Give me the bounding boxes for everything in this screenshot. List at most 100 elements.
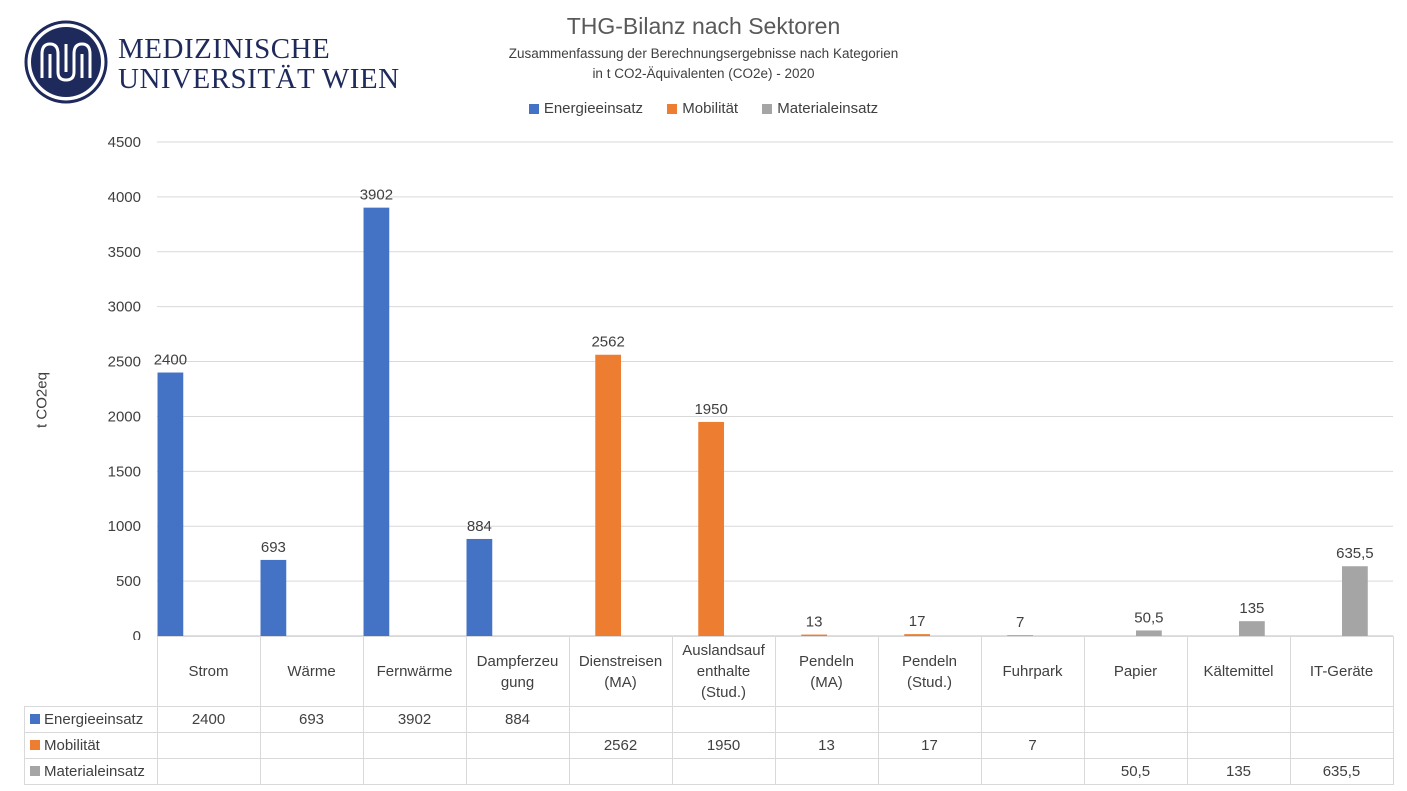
table-cell: [877, 706, 982, 733]
data-label: 2400: [154, 352, 187, 369]
table-row: Mobilität 2562 1950 13 17 7: [24, 732, 1394, 759]
table-cell: 135: [1186, 758, 1291, 785]
series-key-swatch: [30, 714, 40, 724]
y-tick-label: 4500: [108, 134, 141, 151]
table-cell: [980, 706, 1085, 733]
chart-data-table: Strom Wärme Fernwärme Dampferzeu gung Dienstr…: [24, 636, 1394, 785]
table-cell: [774, 706, 879, 733]
table-cell: 1950: [671, 732, 776, 759]
table-row-header: Materialeinsatz: [24, 758, 158, 785]
bar: [363, 207, 390, 637]
table-cell: 693: [259, 706, 364, 733]
table-cell: [568, 706, 673, 733]
data-label: 2562: [591, 334, 624, 351]
table-cell: 635,5: [1289, 758, 1394, 785]
legend-item-energieeinsatz: Energieeinsatz: [528, 100, 644, 117]
table-cell: [568, 758, 673, 785]
legend-item-materialeinsatz: Materialeinsatz: [762, 100, 878, 117]
table-cell: [1186, 732, 1291, 759]
category-label: Auslandsauf enthalte (Stud.): [671, 636, 776, 707]
category-label: Papier: [1083, 636, 1188, 707]
data-label: 3902: [360, 187, 393, 204]
legend-label-mobilitaet: Mobilität: [682, 100, 739, 117]
table-cell: [1083, 732, 1188, 759]
chart-subtitle-line2: in t CO2-Äquivalenten (CO2e) - 2020: [592, 66, 815, 81]
series-key-swatch: [30, 740, 40, 750]
y-tick-label: 0: [133, 628, 141, 640]
table-cell: [877, 758, 982, 785]
bar: [1239, 621, 1265, 636]
table-row-header: Mobilität: [24, 732, 158, 759]
table-cell: [671, 758, 776, 785]
series-key-swatch: [30, 766, 40, 776]
table-cell: 2400: [156, 706, 261, 733]
category-label: IT-Geräte: [1289, 636, 1394, 707]
bar-chart-plot: 0 500 1000 1500 2000 2500 3000 3500 4000 4500 2400…: [108, 134, 1393, 640]
table-cell: [465, 758, 570, 785]
bar: [801, 634, 828, 636]
data-label: 17: [909, 613, 926, 630]
data-label: 1950: [694, 401, 727, 418]
category-header-row: Strom Wärme Fernwärme Dampferzeu gung Dienstr…: [24, 636, 1394, 707]
legend-swatch-mobilitaet: [667, 103, 678, 114]
table-cell: [1289, 706, 1394, 733]
y-tick-label: 2000: [108, 408, 141, 425]
table-corner: [24, 636, 158, 707]
y-tick-label: 4000: [108, 189, 141, 206]
y-tick-label: 1000: [108, 518, 141, 535]
table-cell: 3902: [362, 706, 467, 733]
table-cell: 50,5: [1083, 758, 1188, 785]
table-cell: 13: [774, 732, 879, 759]
logo-text-line2: UNIVERSITÄT WIEN: [118, 63, 400, 95]
table-cell: [1186, 706, 1291, 733]
table-cell: 884: [465, 706, 570, 733]
bar: [698, 421, 725, 636]
legend-swatch-materialeinsatz: [762, 103, 773, 114]
table-cell: [980, 758, 1085, 785]
table-cell: [1289, 732, 1394, 759]
chart-subtitle-line1: Zusammenfassung der Berechnungsergebniss…: [508, 46, 899, 61]
y-tick-label: 2500: [108, 354, 141, 371]
legend-item-mobilitaet: Mobilität: [667, 100, 738, 117]
data-label: 693: [261, 539, 286, 556]
bar: [466, 538, 493, 636]
data-label: 50,5: [1134, 609, 1163, 626]
table-cell: [259, 758, 364, 785]
table-cell: [774, 758, 879, 785]
category-label: Pendeln (MA): [774, 636, 879, 707]
legend-swatch-energieeinsatz: [528, 103, 539, 114]
category-label: Kältemittel: [1186, 636, 1291, 707]
data-label: 13: [806, 614, 823, 631]
bar: [1007, 635, 1034, 636]
bar: [595, 354, 622, 636]
y-tick-label: 500: [116, 573, 141, 590]
table-cell: [156, 732, 261, 759]
bar: [1342, 566, 1368, 636]
table-cell: 17: [877, 732, 982, 759]
category-label: Dampferzeu gung: [465, 636, 570, 707]
data-label: 884: [467, 518, 492, 535]
table-cell: 7: [980, 732, 1085, 759]
bar: [904, 634, 931, 636]
y-tick-label: 1500: [108, 463, 141, 480]
legend-label-energieeinsatz: Energieeinsatz: [543, 100, 644, 117]
table-row-header: Energieeinsatz: [24, 706, 158, 733]
bar: [157, 372, 184, 636]
category-label: Wärme: [259, 636, 364, 707]
table-cell: [362, 758, 467, 785]
table-cell: [465, 732, 570, 759]
y-tick-label: 3000: [108, 299, 141, 316]
table-cell: 2562: [568, 732, 673, 759]
bar: [260, 559, 287, 636]
y-tick-label: 3500: [108, 244, 141, 261]
legend-label-materialeinsatz: Materialeinsatz: [777, 100, 879, 117]
category-label: Pendeln (Stud.): [877, 636, 982, 707]
table-cell: [1083, 706, 1188, 733]
category-label: Fuhrpark: [980, 636, 1085, 707]
logo-text-line1: MEDIZINISCHE: [118, 33, 331, 65]
table-cell: [362, 732, 467, 759]
table-cell: [156, 758, 261, 785]
table-row: Materialeinsatz 50,5 135 635,5: [24, 758, 1394, 785]
category-label: Fernwärme: [362, 636, 467, 707]
category-label: Dienstreisen (MA): [568, 636, 673, 707]
